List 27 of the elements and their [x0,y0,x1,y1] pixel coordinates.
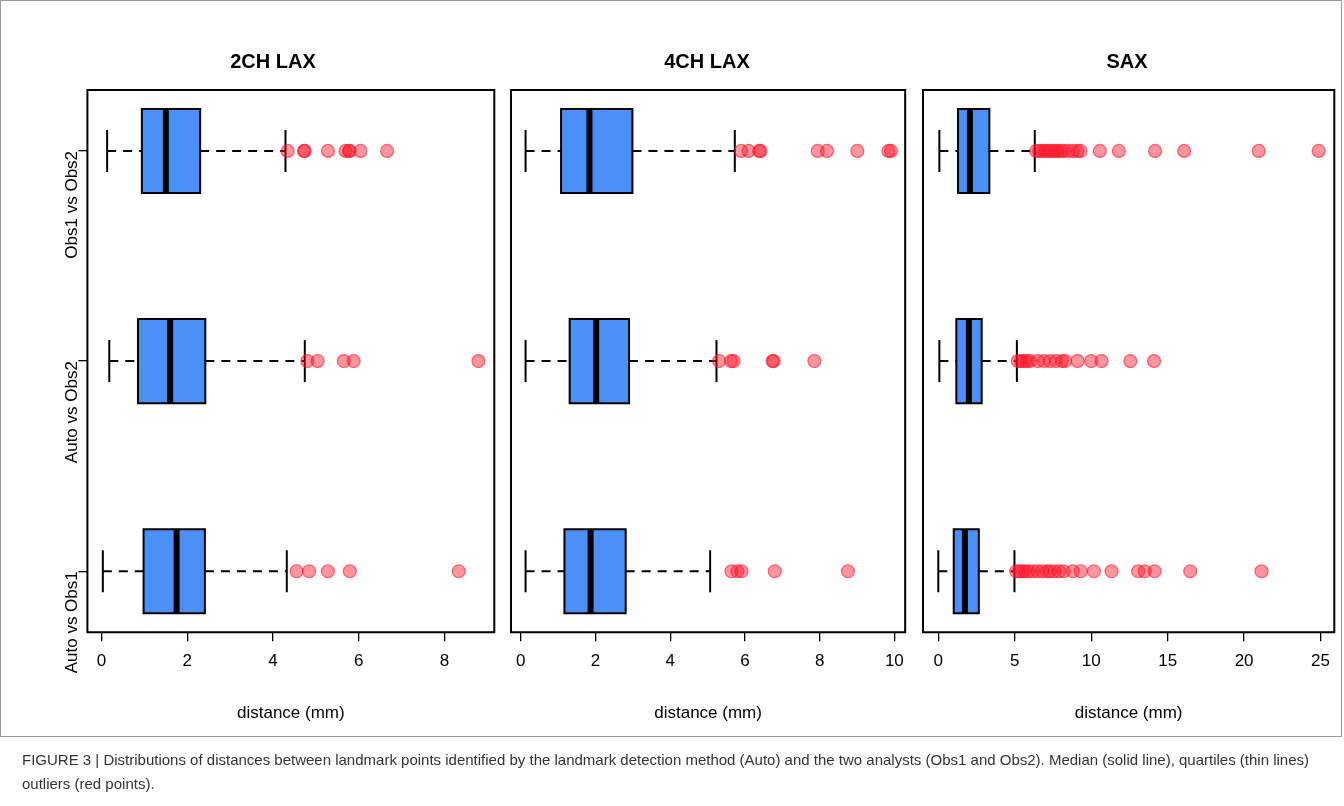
y-tick-label: Obs1 vs Obs2 [62,150,82,259]
x-tick-label: 2 [182,651,193,671]
chart-title: 2CH LAX [230,49,317,72]
x-axis-title: distance (mm) [237,703,345,723]
x-tick-label: 0 [933,651,944,671]
x-tick-label: 4 [268,651,278,671]
x-tick-label: 10 [884,651,904,671]
y-tick-label: Auto vs Obs2 [62,361,82,464]
x-tick-label: 2 [590,651,601,671]
x-tick-label: 5 [1010,651,1020,671]
x-tick-label: 15 [1158,651,1178,671]
x-tick-label: 8 [439,651,450,671]
chart-title: 4CH LAX [664,49,751,72]
x-axis-title: distance (mm) [1074,703,1183,723]
x-tick-label: 10 [1081,651,1101,671]
x-tick-label: 20 [1234,651,1254,671]
x-tick-label: 25 [1311,651,1330,671]
x-tick-label: 6 [740,651,750,671]
x-tick-label: 0 [96,651,107,671]
chart-title: SAX [1106,49,1149,72]
x-tick-label: 8 [814,651,825,671]
y-tick-label: Auto vs Obs1 [62,571,82,674]
x-tick-label: 4 [665,651,675,671]
x-tick-label: 0 [515,651,526,671]
caption: FIGURE 3 | Distributions of distances between landmark points identified by the landmark detection method (Auto) and the two analysts (Obs1 and Obs2). Median (solid line), quartiles (thin lines) outliers (red points). [22,750,1311,794]
x-axis-title: distance (mm) [654,703,762,723]
x-tick-label: 6 [354,651,364,671]
